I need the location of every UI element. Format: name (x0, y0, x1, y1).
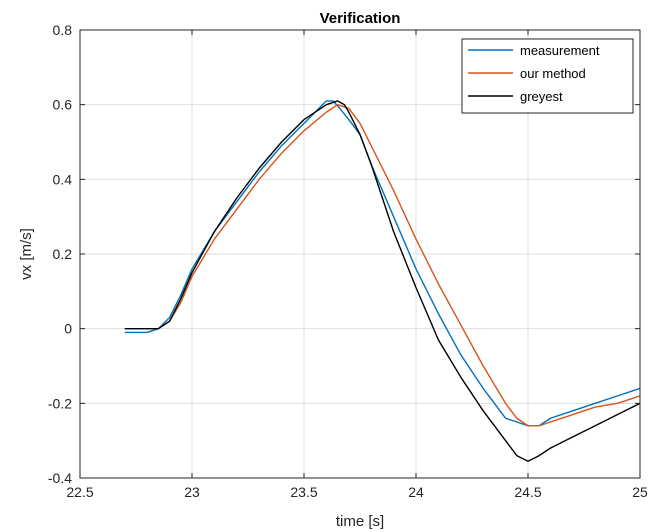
legend: measurement our method greyest (461, 38, 634, 114)
x-tick-label: 23 (184, 484, 200, 500)
series-layer (124, 100, 641, 462)
x-tick-label: 22.5 (66, 484, 93, 500)
x-tick-label: 24.5 (514, 484, 541, 500)
x-tick-label: 23.5 (290, 484, 317, 500)
y-tick-label: 0.4 (53, 171, 73, 187)
y-tick-label: -0.2 (48, 395, 72, 411)
chart-title: Verification (320, 10, 401, 27)
series-line-our-method (124, 103, 641, 427)
legend-box (461, 38, 634, 114)
legend-label-greyest: greyest (520, 89, 563, 104)
ticks: 22.5 23 23.5 24 24.5 25 -0.4 -0.2 0 0.2 0.4 0.6 0.8 (48, 22, 648, 500)
y-tick-label: 0.6 (53, 97, 73, 113)
x-tick-label: 25 (632, 484, 648, 500)
series-line-greyest (124, 100, 641, 462)
x-tick-label: 24 (408, 484, 424, 500)
y-tick-label: 0.2 (53, 246, 73, 262)
legend-label-measurement: measurement (520, 43, 600, 58)
legend-label-our-method: our method (520, 66, 586, 81)
y-tick-label: 0 (64, 321, 72, 337)
y-tick-label: 0.8 (53, 22, 73, 38)
y-axis-label: vx [m/s] (18, 228, 35, 280)
y-tick-label: -0.4 (48, 470, 72, 486)
x-axis-label: time [s] (336, 513, 384, 530)
